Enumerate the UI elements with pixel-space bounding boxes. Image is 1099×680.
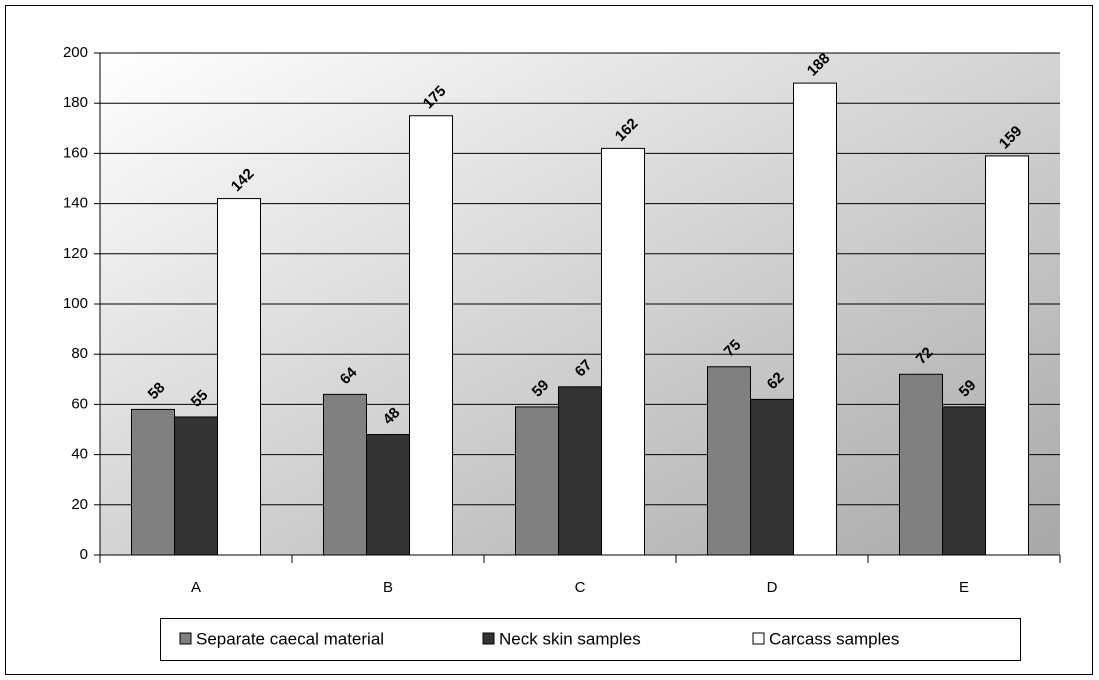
bar — [942, 406, 986, 556]
y-tick-label: 140 — [63, 195, 88, 212]
legend-label: Separate caecal material — [196, 629, 384, 648]
bar — [601, 147, 645, 556]
bar — [515, 406, 559, 556]
y-tick-label: 100 — [63, 295, 88, 312]
legend-swatch — [752, 632, 765, 645]
legend-label: Neck skin samples — [499, 629, 641, 648]
bar — [793, 82, 837, 556]
bar — [985, 155, 1029, 556]
legend-swatch — [482, 632, 495, 645]
y-tick-label: 120 — [63, 245, 88, 262]
y-tick-label: 180 — [63, 94, 88, 111]
legend-label: Carcass samples — [769, 629, 899, 648]
bar — [131, 408, 175, 556]
y-tick-label: 200 — [63, 44, 88, 61]
x-tick-label: E — [959, 579, 969, 596]
bar — [707, 366, 751, 556]
x-tick-label: B — [383, 579, 393, 596]
y-tick-label: 160 — [63, 144, 88, 161]
legend-box — [160, 618, 1021, 661]
bar — [899, 373, 943, 556]
y-tick-label: 0 — [80, 546, 88, 563]
bar — [323, 393, 367, 556]
bar — [217, 198, 261, 556]
bar — [409, 115, 453, 556]
y-tick-label: 80 — [71, 345, 88, 362]
y-tick-label: 60 — [71, 395, 88, 412]
x-tick-label: D — [767, 579, 778, 596]
bar — [750, 398, 794, 556]
y-tick-label: 20 — [71, 496, 88, 513]
y-tick-label: 40 — [71, 446, 88, 463]
x-tick-label: A — [191, 579, 201, 596]
bar — [366, 434, 410, 556]
x-tick-label: C — [575, 579, 586, 596]
bar — [174, 416, 218, 556]
bar — [558, 386, 602, 556]
legend-swatch — [179, 632, 192, 645]
